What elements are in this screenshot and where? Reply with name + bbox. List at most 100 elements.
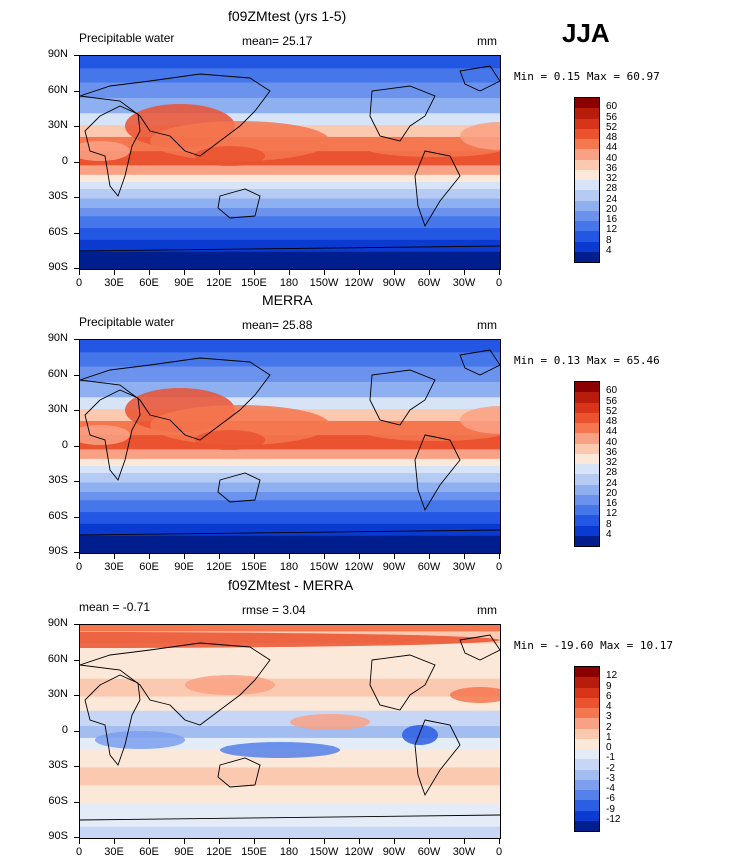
colorbar-swatch	[575, 200, 599, 211]
colorbar-label: 4	[606, 528, 612, 540]
x-tick-label: 0	[495, 846, 503, 858]
field-anomaly-region	[195, 146, 265, 166]
colorbar-label: 56	[606, 111, 618, 123]
latitude-band	[80, 56, 500, 69]
latitude-band	[80, 678, 500, 697]
x-tick-label: 0	[75, 846, 83, 858]
x-tick-label: 90E	[174, 846, 194, 858]
colorbar-swatch	[575, 667, 599, 678]
colorbar-swatch	[575, 494, 599, 505]
colorbar-label: 56	[606, 395, 618, 407]
latitude-band	[80, 511, 500, 524]
x-tick-mark	[324, 554, 325, 559]
colorbar-label: -9	[606, 803, 615, 815]
colorbar-swatch	[575, 118, 599, 129]
coastline	[414, 150, 461, 228]
y-tick-label: 30N	[47, 403, 68, 415]
field-anomaly-region	[185, 675, 275, 695]
colorbar-swatch	[575, 392, 599, 403]
colorbar-label: 40	[606, 436, 618, 448]
x-tick-label: 30W	[452, 846, 476, 858]
y-tick-label: 90N	[47, 617, 68, 629]
colorbar-swatch	[575, 749, 599, 760]
colorbar-swatch	[575, 402, 599, 413]
x-tick-label: 60W	[417, 561, 441, 573]
coastline	[80, 642, 271, 726]
field-anomaly-region	[460, 122, 500, 150]
coastline	[369, 369, 436, 426]
colorbar	[574, 97, 600, 263]
x-tick-mark	[254, 554, 255, 559]
x-tick-mark	[464, 270, 465, 275]
y-tick-label: 60S	[48, 794, 68, 807]
x-tick-label: 0	[75, 277, 83, 289]
x-tick-mark	[184, 839, 185, 844]
latitude-band	[80, 472, 500, 483]
colorbar-swatch	[575, 525, 599, 536]
y-tick-label: 0	[61, 723, 68, 736]
colorbar-label: 4	[606, 701, 612, 712]
y-tick-mark	[74, 126, 79, 127]
min-max-label: Min = 0.15 Max = 60.97	[514, 70, 660, 83]
colorbar-label: 20	[606, 487, 618, 499]
y-tick-mark	[74, 374, 79, 376]
y-tick-label: 0	[61, 154, 68, 167]
x-tick-label: 150W	[309, 561, 339, 573]
field-anomaly-region	[220, 742, 340, 758]
colorbar-label: 8	[606, 234, 612, 246]
colorbar-swatch	[575, 810, 599, 821]
latitude-band	[80, 482, 500, 492]
x-tick-label: 150E	[241, 277, 267, 289]
x-tick-mark	[149, 270, 150, 275]
x-tick-mark	[114, 839, 115, 844]
colorbar-swatch	[575, 231, 599, 242]
coastline	[369, 85, 436, 142]
x-tick-mark	[149, 839, 150, 844]
y-tick-label: 90N	[47, 48, 68, 60]
colorbar-swatch	[575, 515, 599, 526]
x-tick-label: 90W	[382, 846, 406, 858]
y-tick-mark	[74, 766, 79, 767]
colorbar-swatch	[575, 790, 599, 801]
y-tick-label: 60N	[47, 367, 68, 380]
colorbar-label: 12	[606, 508, 618, 520]
x-tick-mark	[394, 554, 395, 559]
x-tick-label: 150E	[241, 846, 267, 858]
x-tick-mark	[289, 839, 290, 844]
latitude-band	[80, 239, 500, 252]
colorbar-swatch	[575, 738, 599, 749]
x-tick-mark	[429, 554, 430, 559]
y-tick-mark	[74, 232, 79, 234]
coastline	[459, 65, 500, 92]
latitude-band	[80, 535, 500, 553]
coastline	[80, 245, 500, 252]
panel-units-label: mm	[477, 318, 497, 332]
panel-title: f09ZMtest - MERRA	[228, 577, 354, 593]
y-tick-mark	[74, 695, 79, 696]
x-tick-mark	[499, 839, 500, 844]
y-tick-mark	[74, 624, 79, 625]
colorbar-label: 60	[606, 101, 618, 113]
colorbar-label: 48	[606, 416, 618, 427]
colorbar-label: 44	[606, 426, 618, 438]
x-tick-mark	[289, 554, 290, 559]
colorbar-label: 20	[606, 203, 618, 215]
x-tick-label: 30E	[104, 277, 124, 289]
colorbar-swatch	[575, 718, 599, 729]
difference-panel: f09ZMtest - MERRA mean = -0.71 rmse = 3.04…	[0, 569, 733, 858]
x-tick-mark	[464, 554, 465, 559]
latitude-band	[80, 340, 500, 353]
y-tick-label: 60S	[48, 225, 68, 238]
colorbar-label: 16	[606, 214, 618, 225]
colorbar-swatch	[575, 433, 599, 444]
colorbar-label: 28	[606, 183, 618, 195]
colorbar-label: 32	[606, 173, 618, 184]
y-tick-label: 30S	[48, 190, 68, 202]
latitude-band	[80, 215, 500, 229]
latitude-band	[80, 749, 500, 768]
field-map	[80, 340, 500, 553]
field-anomaly-region	[80, 425, 130, 445]
colorbar-label: 0	[606, 742, 612, 753]
colorbar-swatch	[575, 677, 599, 688]
colorbar-swatch	[575, 382, 599, 393]
